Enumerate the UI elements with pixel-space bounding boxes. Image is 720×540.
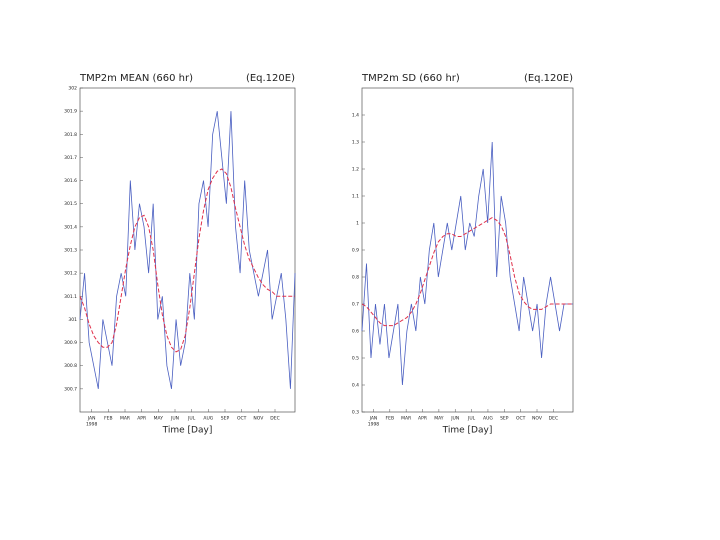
x-tick-label: AUG xyxy=(483,416,493,422)
plot-frame xyxy=(361,87,574,413)
y-tick-label: 0.4 xyxy=(352,383,359,389)
smoothed-line xyxy=(361,217,573,327)
y-tick-label: 1.3 xyxy=(352,140,359,146)
y-tick-label: 0.7 xyxy=(352,302,359,308)
y-tick-label: 300.7 xyxy=(64,386,77,392)
y-tick-label: 301.6 xyxy=(64,178,77,184)
y-tick-label: 301.5 xyxy=(64,201,77,207)
y-tick-label: 1.1 xyxy=(352,194,359,200)
x-tick-label: JUL xyxy=(467,416,476,422)
x-tick-label: JAN xyxy=(369,416,378,422)
y-tick-label: 300.9 xyxy=(64,340,77,346)
y-tick-label: 0.9 xyxy=(352,248,359,254)
x-tick-label: NOV xyxy=(253,416,264,422)
x-tick-label: JUN xyxy=(450,416,459,422)
x-tick-label: OCT xyxy=(237,416,247,422)
y-tick-label: 1.2 xyxy=(352,167,359,173)
data-line xyxy=(79,111,296,389)
x-tick-label: APR xyxy=(418,416,427,422)
x-tick-label: JAN xyxy=(87,416,96,422)
y-tick-label: 301 xyxy=(68,317,77,323)
x-tick-label: DEC xyxy=(270,416,279,422)
y-tick-label: 301.2 xyxy=(64,271,77,277)
y-tick-label: 301.4 xyxy=(64,224,77,230)
chart-title: TMP2m SD (660 hr) xyxy=(361,73,460,84)
x-tick-label: DEC xyxy=(549,416,558,422)
y-tick-label: 0.3 xyxy=(352,410,359,416)
y-tick-label: 301.1 xyxy=(64,294,77,300)
x-tick-label: MAY xyxy=(434,416,444,422)
smoothed-line xyxy=(79,168,295,353)
x-tick-label: MAR xyxy=(401,416,411,422)
x-tick-label: NOV xyxy=(532,416,543,422)
y-tick-label: 1.4 xyxy=(352,113,359,119)
x-tick-label: MAY xyxy=(154,416,164,422)
x-axis-label: Time [Day] xyxy=(162,426,213,436)
x-tick-label: SEP xyxy=(500,416,509,422)
x-tick-label: MAR xyxy=(120,416,130,422)
x-tick-label: FEB xyxy=(104,416,113,422)
y-tick-label: 301.3 xyxy=(64,248,77,254)
year-label: 1998 xyxy=(368,422,380,428)
y-tick-label: 0.6 xyxy=(352,329,359,335)
y-tick-label: 300.8 xyxy=(64,363,77,369)
x-tick-label: FEB xyxy=(386,416,395,422)
x-tick-label: JUN xyxy=(170,416,179,422)
x-tick-label: APR xyxy=(137,416,146,422)
year-label: 1998 xyxy=(86,422,98,428)
y-tick-label: 301.7 xyxy=(64,155,77,161)
chart-title: TMP2m MEAN (660 hr) xyxy=(79,73,193,84)
x-tick-label: AUG xyxy=(203,416,213,422)
x-tick-label: JUL xyxy=(187,416,196,422)
chart-subtitle: (Eq.120E) xyxy=(524,73,573,84)
y-tick-label: 302 xyxy=(68,86,77,92)
y-tick-label: 0.5 xyxy=(352,356,359,362)
x-tick-label: OCT xyxy=(516,416,526,422)
x-tick-label: SEP xyxy=(221,416,230,422)
y-tick-label: 301.9 xyxy=(64,109,77,115)
x-axis-label: Time [Day] xyxy=(442,426,493,436)
y-tick-label: 1 xyxy=(356,221,359,227)
chart-subtitle: (Eq.120E) xyxy=(246,73,295,84)
y-tick-label: 0.8 xyxy=(352,275,359,281)
data-line xyxy=(361,141,573,386)
y-tick-label: 301.8 xyxy=(64,132,77,138)
